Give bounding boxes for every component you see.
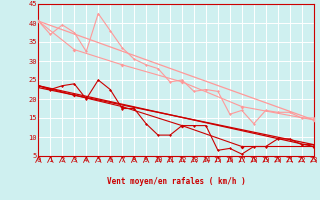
X-axis label: Vent moyen/en rafales ( km/h ): Vent moyen/en rafales ( km/h ) bbox=[107, 177, 245, 186]
